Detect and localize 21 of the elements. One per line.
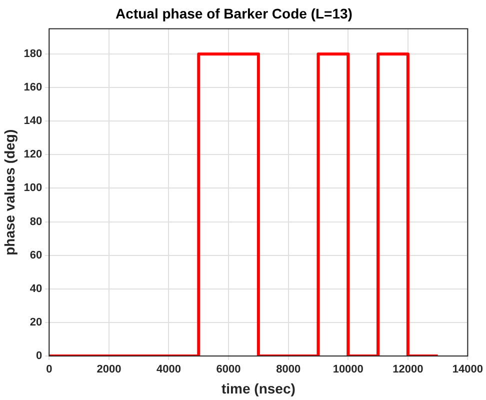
y-tick-label: 80 [30, 216, 42, 228]
x-tick-label: 10000 [332, 364, 364, 376]
y-tick-label: 20 [30, 316, 42, 328]
x-tick-label: 8000 [276, 364, 301, 376]
x-tick-label: 4000 [156, 364, 181, 376]
y-axis-title: phase values (deg) [1, 129, 18, 256]
x-axis-title: time (nsec) [221, 380, 296, 396]
y-tick-label: 140 [24, 115, 42, 128]
y-tick-label: 0 [36, 350, 42, 362]
x-tick-label: 12000 [392, 364, 424, 376]
y-tick-label: 60 [30, 249, 42, 262]
x-tick-label: 14000 [452, 364, 484, 376]
x-tick-label: 6000 [216, 364, 241, 376]
y-tick-label: 40 [30, 282, 42, 295]
y-tick-label: 160 [24, 82, 42, 94]
chart-title: Actual phase of Barker Code (L=13) [116, 5, 352, 22]
x-tick-label: 2000 [96, 364, 122, 376]
y-tick-label: 120 [24, 148, 42, 161]
y-tick-label: 100 [24, 182, 42, 194]
x-tick-label: 0 [46, 364, 52, 376]
y-tick-label: 180 [24, 48, 42, 60]
